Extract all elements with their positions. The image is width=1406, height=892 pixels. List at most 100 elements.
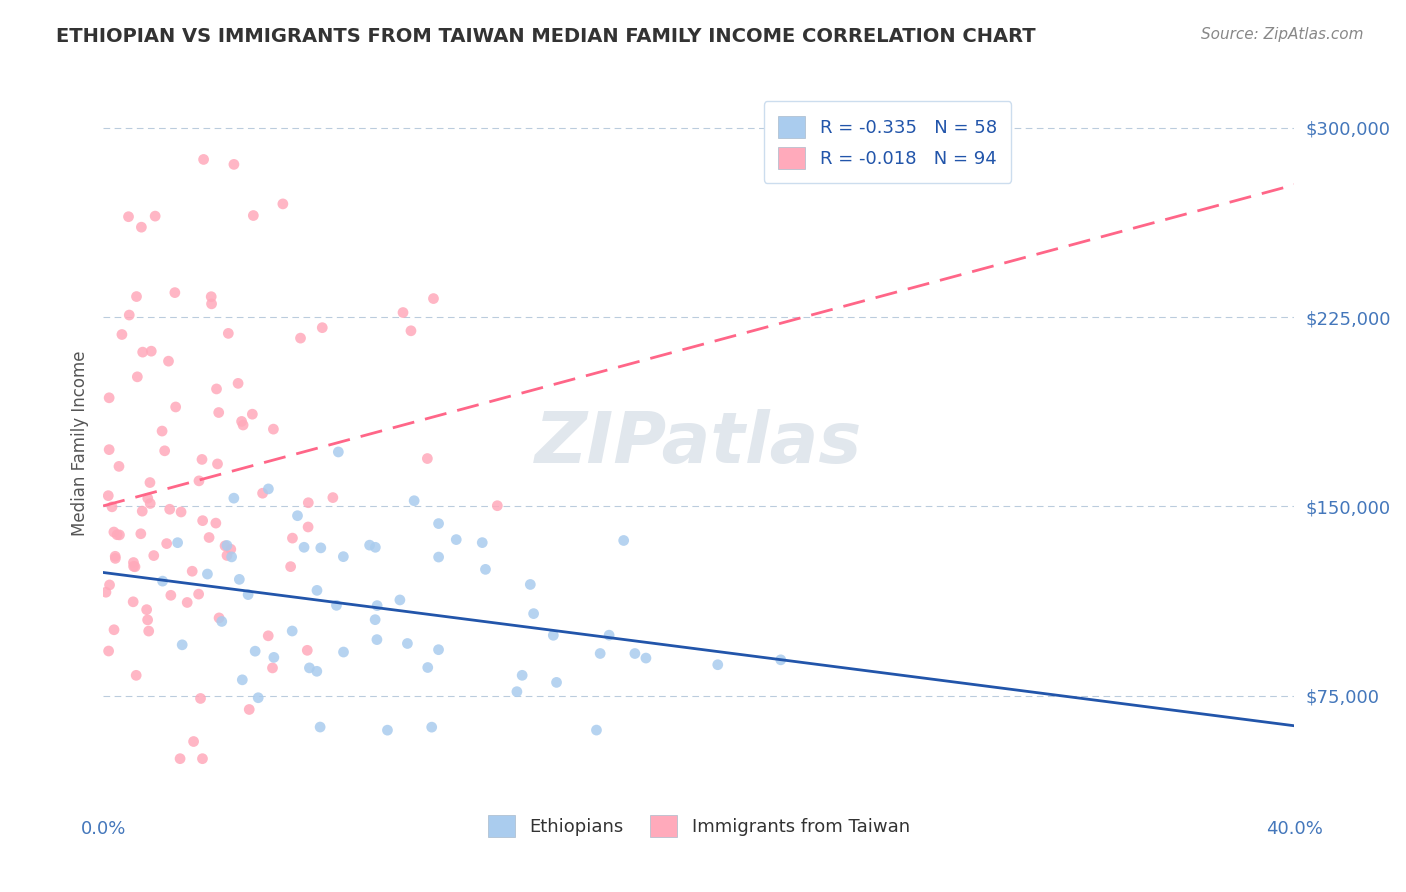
- Point: [474, 562, 496, 576]
- Point: [523, 607, 546, 621]
- Point: [305, 665, 328, 679]
- Point: [262, 661, 284, 675]
- Point: [117, 210, 139, 224]
- Point: [769, 653, 792, 667]
- Point: [125, 289, 148, 303]
- Point: [111, 327, 134, 342]
- Point: [139, 475, 162, 490]
- Point: [152, 574, 174, 588]
- Point: [98, 391, 121, 405]
- Point: [624, 647, 647, 661]
- Point: [309, 541, 332, 555]
- Point: [298, 661, 321, 675]
- Point: [122, 595, 145, 609]
- Point: [142, 549, 165, 563]
- Point: [97, 489, 120, 503]
- Point: [613, 533, 636, 548]
- Point: [228, 573, 250, 587]
- Point: [118, 308, 141, 322]
- Point: [404, 493, 426, 508]
- Point: [97, 644, 120, 658]
- Point: [292, 541, 315, 555]
- Point: [262, 422, 284, 436]
- Point: [181, 564, 204, 578]
- Point: [585, 723, 607, 737]
- Point: [546, 675, 568, 690]
- Point: [366, 599, 388, 613]
- Point: [263, 650, 285, 665]
- Point: [598, 628, 620, 642]
- Point: [104, 551, 127, 566]
- Point: [416, 660, 439, 674]
- Point: [104, 549, 127, 564]
- Point: [166, 535, 188, 549]
- Point: [543, 628, 565, 642]
- Point: [388, 593, 411, 607]
- Point: [222, 157, 245, 171]
- Point: [427, 516, 450, 531]
- Point: [238, 702, 260, 716]
- Point: [172, 638, 194, 652]
- Point: [183, 734, 205, 748]
- Point: [231, 673, 253, 687]
- Point: [143, 209, 166, 223]
- Point: [163, 285, 186, 300]
- Point: [131, 345, 153, 359]
- Point: [305, 583, 328, 598]
- Point: [165, 400, 187, 414]
- Point: [510, 668, 533, 682]
- Point: [176, 595, 198, 609]
- Point: [122, 556, 145, 570]
- Point: [396, 636, 419, 650]
- Point: [422, 292, 444, 306]
- Point: [226, 376, 249, 391]
- Point: [377, 723, 399, 738]
- Point: [170, 505, 193, 519]
- Point: [221, 549, 243, 564]
- Point: [108, 459, 131, 474]
- Point: [297, 520, 319, 534]
- Point: [311, 320, 333, 334]
- Point: [332, 645, 354, 659]
- Point: [247, 690, 270, 705]
- Point: [297, 496, 319, 510]
- Point: [124, 559, 146, 574]
- Point: [127, 369, 149, 384]
- Point: [153, 443, 176, 458]
- Point: [98, 578, 121, 592]
- Legend: Ethiopians, Immigrants from Taiwan: Ethiopians, Immigrants from Taiwan: [481, 807, 917, 844]
- Point: [169, 752, 191, 766]
- Point: [187, 587, 209, 601]
- Point: [191, 452, 214, 467]
- Point: [156, 536, 179, 550]
- Point: [427, 550, 450, 565]
- Point: [297, 643, 319, 657]
- Point: [589, 647, 612, 661]
- Point: [188, 474, 211, 488]
- Point: [290, 331, 312, 345]
- Point: [332, 549, 354, 564]
- Point: [215, 538, 238, 552]
- Point: [139, 496, 162, 510]
- Point: [94, 585, 117, 599]
- Point: [131, 504, 153, 518]
- Text: ETHIOPIAN VS IMMIGRANTS FROM TAIWAN MEDIAN FAMILY INCOME CORRELATION CHART: ETHIOPIAN VS IMMIGRANTS FROM TAIWAN MEDI…: [56, 27, 1036, 45]
- Point: [392, 305, 415, 319]
- Point: [427, 642, 450, 657]
- Point: [634, 651, 657, 665]
- Point: [205, 382, 228, 396]
- Point: [328, 445, 350, 459]
- Point: [217, 326, 239, 341]
- Point: [240, 407, 263, 421]
- Point: [366, 632, 388, 647]
- Point: [200, 297, 222, 311]
- Point: [322, 491, 344, 505]
- Point: [399, 324, 422, 338]
- Point: [157, 354, 180, 368]
- Point: [219, 542, 242, 557]
- Point: [416, 451, 439, 466]
- Point: [232, 417, 254, 432]
- Point: [150, 424, 173, 438]
- Point: [364, 613, 387, 627]
- Point: [706, 657, 728, 672]
